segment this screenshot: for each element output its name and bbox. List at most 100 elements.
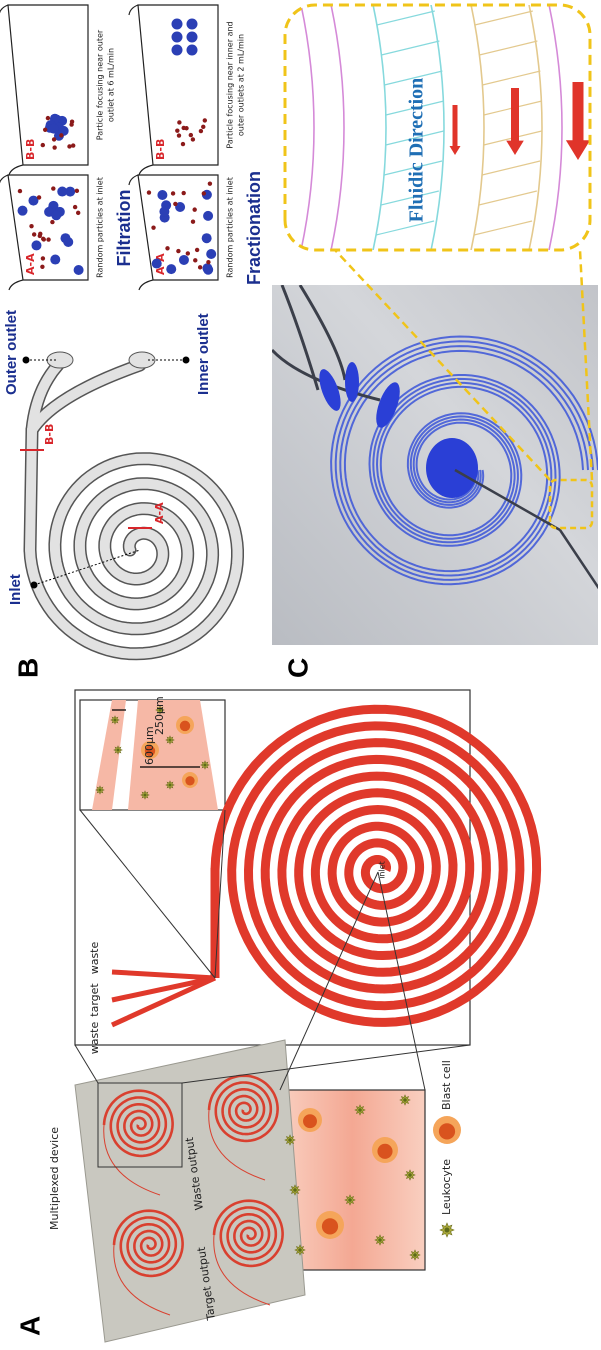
particle-small (41, 256, 45, 260)
particle-small (46, 116, 50, 120)
pointer-dot (31, 582, 38, 589)
leukocyte-core (204, 764, 207, 767)
cross-section (129, 5, 218, 175)
particle-large (202, 263, 212, 273)
section-mark-label: A-A (153, 502, 166, 524)
particle-large (31, 240, 41, 250)
particle-large (60, 233, 70, 243)
outlet-port (129, 352, 155, 368)
dimension-label: 250μm (153, 696, 166, 735)
particle-small (186, 251, 190, 255)
particle-large (172, 19, 183, 30)
zoom-label: Fluidic Direction (406, 78, 428, 223)
particle-small (73, 205, 77, 209)
particle-small (76, 211, 80, 215)
particle-large (18, 206, 28, 216)
particle-small (171, 191, 175, 195)
particle-small (29, 224, 33, 228)
leukocyte-core (403, 1098, 407, 1102)
outlet-label: waste (88, 1022, 101, 1055)
section-caption: Particle focusing near outer (96, 29, 105, 140)
particle-small (177, 120, 181, 124)
channel-wall (590, 0, 601, 255)
leukocyte-core (99, 789, 102, 792)
particle-small (59, 133, 63, 137)
particle-large (187, 45, 198, 56)
particle-small (46, 237, 50, 241)
particle-large (74, 265, 84, 275)
cross-section (0, 5, 88, 175)
leukocyte-core (445, 1228, 450, 1233)
particle-large (57, 187, 67, 197)
particle-large (203, 211, 213, 221)
leukocyte-core (144, 794, 147, 797)
particle-small (206, 260, 210, 264)
panel-b: Outer outlet Inner outlet Inlet B-B A-A A-A Ra… (0, 5, 264, 654)
particle-small (42, 237, 46, 241)
particle-large (202, 233, 212, 243)
particle-small (184, 126, 188, 130)
blast-nucleus (439, 1123, 455, 1139)
blast-nucleus (377, 1144, 392, 1159)
leukocyte-core (117, 749, 120, 752)
particle-small (37, 195, 41, 199)
leukocyte-core (408, 1173, 412, 1177)
page: {"panel_a": {"label": "A", "device_title… (0, 0, 601, 1350)
device-title: Multiplexed device (48, 1127, 61, 1230)
main-spiral (215, 709, 537, 1022)
particle-small (201, 125, 205, 129)
inner-outlet-label: Inner outlet (195, 313, 212, 395)
particle-large (206, 249, 216, 259)
section-mark-label: B-B (43, 424, 56, 445)
particle-small (40, 265, 44, 269)
particle-large (187, 32, 198, 43)
inlet-label: Inlet (7, 574, 24, 605)
particle-small (195, 248, 199, 252)
panel-label: A (14, 1316, 45, 1336)
row-title: Filtration (114, 190, 134, 267)
section-caption: Random particles at inlet (96, 177, 105, 278)
particle-small (191, 219, 195, 223)
particle-small (41, 143, 45, 147)
outer-outlet-label: Outer outlet (3, 310, 20, 395)
particle-large (50, 255, 60, 265)
pointer-dot (183, 357, 190, 364)
particle-small (181, 142, 185, 146)
particle-small (52, 137, 56, 141)
particle-small (208, 181, 212, 185)
particle-small (198, 265, 202, 269)
particle-small (71, 143, 75, 147)
particle-small (191, 137, 195, 141)
particle-small (32, 232, 36, 236)
blast-nucleus (180, 721, 190, 731)
particle-small (151, 225, 155, 229)
particle-large (152, 259, 162, 269)
leukocyte-core (413, 1253, 417, 1257)
leukocyte-core (169, 784, 172, 787)
particle-small (67, 144, 71, 148)
figure: A Multiplexed device B C Waste outputTar… (0, 0, 601, 1350)
particle-small (176, 249, 180, 253)
section-tag: B-B (24, 139, 37, 160)
rotated-figure: A Multiplexed device B C Waste outputTar… (0, 0, 601, 1342)
section-caption: Particle focusing near inner and (226, 21, 235, 148)
legend-label: Leukocyte (440, 1159, 453, 1215)
channel (30, 430, 32, 550)
flow-arrow-shaft (453, 105, 458, 147)
particle-large (187, 19, 198, 30)
section-tag: A-A (24, 253, 37, 275)
particle-small (70, 119, 74, 123)
particle-large (51, 210, 61, 220)
particle-small (203, 118, 207, 122)
blast-nucleus (303, 1114, 317, 1128)
section-tag: B-B (154, 139, 167, 160)
dye-plug (345, 362, 359, 402)
leukocyte-core (169, 739, 172, 742)
particle-large (49, 124, 59, 134)
panel-label: C (282, 658, 313, 678)
blast-nucleus (322, 1218, 338, 1234)
outlet-channel (112, 978, 215, 1000)
blast-nucleus (185, 776, 194, 785)
leukocyte-core (378, 1238, 382, 1242)
leukocyte-core (114, 719, 117, 722)
